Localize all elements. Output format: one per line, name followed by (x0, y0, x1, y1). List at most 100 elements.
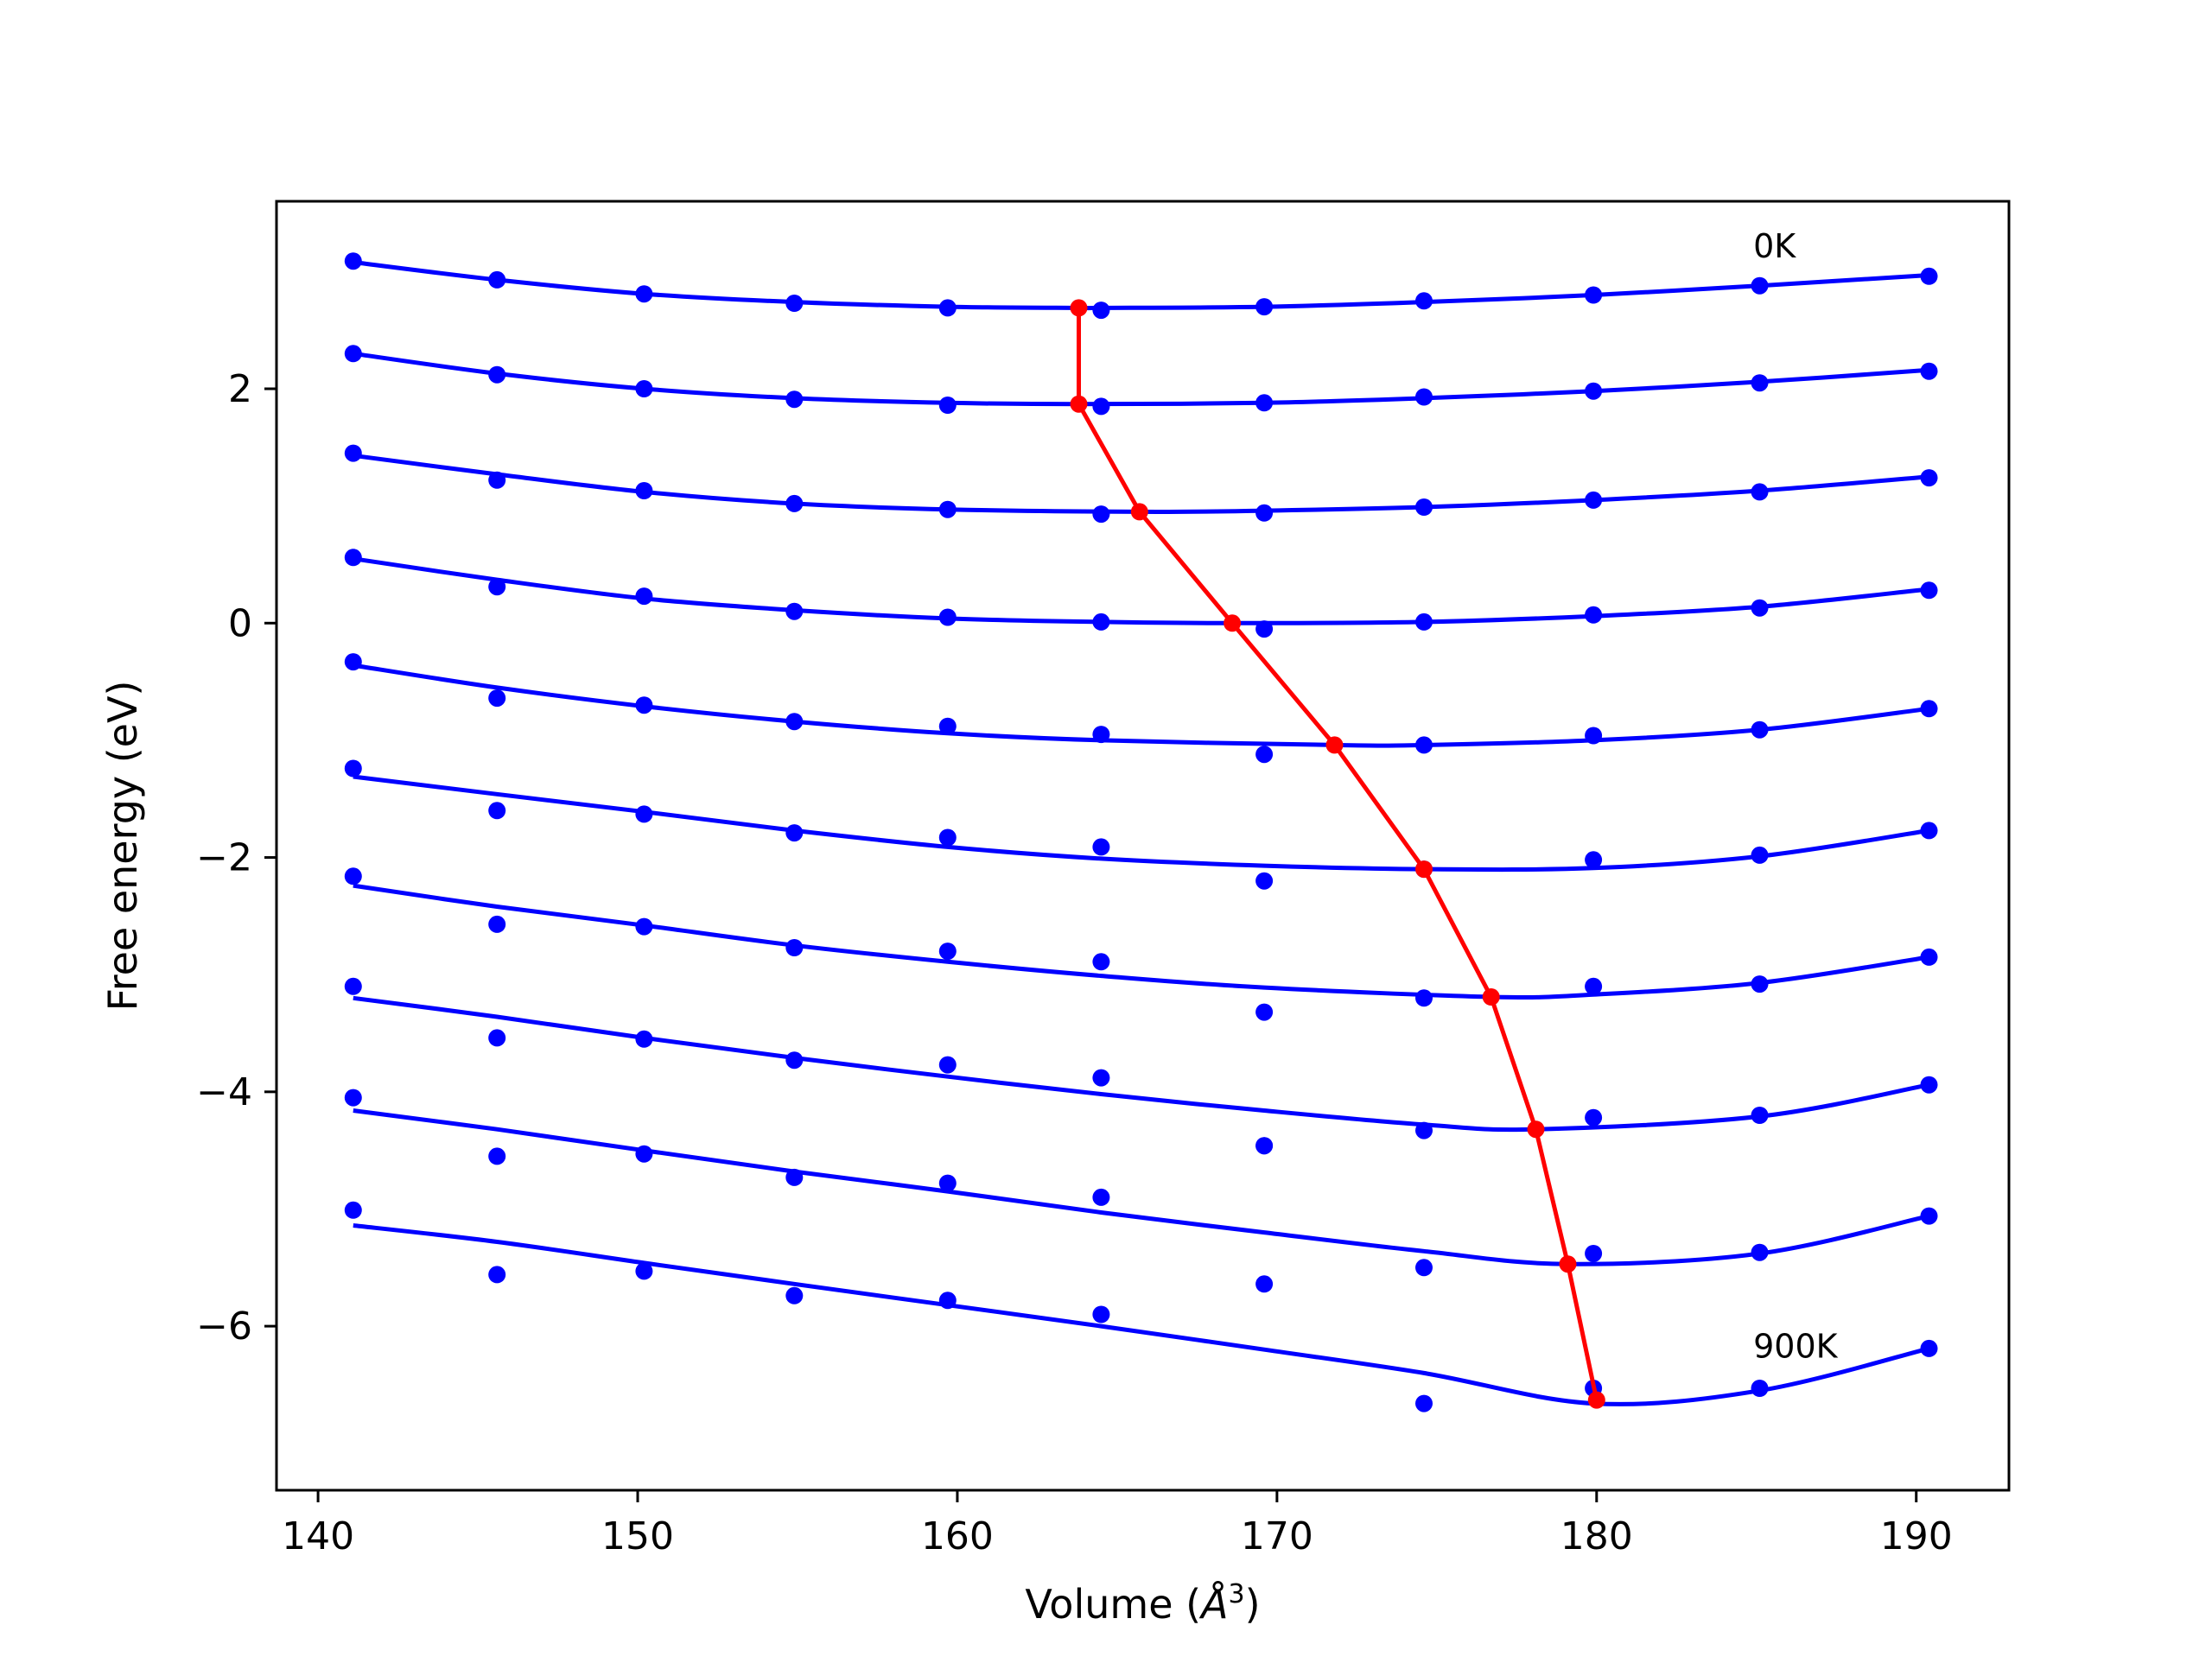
data-point-s7-v3 (785, 1051, 804, 1070)
y-tick-label--4: −4 (196, 1070, 252, 1114)
data-point-s3-v6 (1255, 620, 1274, 638)
data-points-group (344, 252, 1938, 1412)
minimum-point-2 (1130, 503, 1148, 521)
y-tick-label-0: 0 (228, 601, 252, 645)
data-point-s7-v9 (1751, 1107, 1769, 1124)
y-tick-label--2: −2 (196, 836, 252, 880)
fit-curve-9 (353, 1223, 1930, 1406)
minimum-point-8 (1559, 1255, 1577, 1273)
fit-curve-8 (353, 1108, 1930, 1266)
data-point-s8-v1 (488, 1147, 506, 1165)
data-point-s1-v4 (938, 397, 957, 414)
data-point-s4-v4 (938, 717, 957, 735)
data-point-s1-v5 (1092, 397, 1110, 416)
y-tick-label-2: 2 (228, 367, 252, 411)
data-point-s2-v8 (1585, 491, 1603, 509)
data-point-s8-v5 (1092, 1188, 1110, 1206)
x-tick-label-180: 180 (1560, 1514, 1633, 1558)
data-point-s3-v0 (344, 549, 362, 567)
data-point-s7-v4 (938, 1056, 957, 1074)
data-point-s0-v5 (1092, 301, 1110, 320)
data-point-s4-v5 (1092, 726, 1110, 744)
data-point-s2-v9 (1751, 483, 1769, 501)
data-point-s9-v2 (635, 1262, 653, 1280)
x-axis-title-superscript: 3 (1229, 1579, 1245, 1609)
annotation-900k: 900K (1753, 1328, 1839, 1366)
fit-curve-6 (353, 883, 1929, 1000)
data-point-s2-v0 (344, 444, 362, 462)
data-point-s4-v0 (344, 653, 362, 671)
data-point-s2-v2 (635, 482, 653, 499)
data-point-s1-v9 (1751, 374, 1769, 392)
data-point-s5-v1 (488, 802, 506, 820)
data-point-s2-v4 (938, 500, 957, 518)
x-axis-title-text: Volume ( (1025, 1581, 1201, 1628)
fit-curve-0 (353, 260, 1929, 311)
data-point-s7-v0 (344, 977, 362, 995)
data-point-s8-v4 (938, 1174, 957, 1192)
data-point-s3-v9 (1751, 599, 1769, 617)
data-point-s1-v6 (1255, 394, 1274, 412)
data-point-s6-v6 (1255, 1003, 1274, 1021)
data-point-s7-v10 (1920, 1076, 1938, 1094)
data-point-s5-v9 (1751, 846, 1769, 864)
data-point-s2-v6 (1255, 504, 1274, 522)
data-point-s6-v5 (1092, 953, 1110, 971)
data-point-s1-v2 (635, 380, 653, 397)
data-point-s4-v7 (1415, 736, 1433, 754)
data-point-s9-v7 (1415, 1394, 1433, 1412)
data-point-s8-v2 (635, 1145, 653, 1163)
data-point-s4-v2 (635, 696, 653, 714)
x-axis-title-unit: Å (1198, 1581, 1228, 1628)
data-point-s0-v2 (635, 285, 653, 303)
data-point-s9-v5 (1092, 1305, 1110, 1323)
data-point-s4-v6 (1255, 746, 1274, 764)
data-point-s3-v3 (785, 602, 804, 620)
data-point-s2-v10 (1920, 469, 1938, 487)
data-point-s4-v3 (785, 713, 804, 731)
data-point-s7-v7 (1415, 1121, 1433, 1139)
data-point-s1-v10 (1920, 362, 1938, 380)
minimum-point-4 (1325, 736, 1344, 754)
data-point-s6-v4 (938, 943, 957, 961)
data-point-s6-v2 (635, 917, 653, 936)
minimum-point-7 (1527, 1120, 1545, 1139)
data-point-s7-v1 (488, 1029, 506, 1047)
data-point-s0-v3 (785, 295, 804, 312)
data-point-s0-v0 (344, 252, 362, 270)
data-point-s4-v8 (1585, 727, 1603, 745)
x-axis-title-close: ) (1245, 1581, 1261, 1628)
data-point-s2-v3 (785, 494, 804, 512)
y-axis-title: Free energy (eV) (99, 681, 146, 1012)
data-point-s3-v7 (1415, 613, 1433, 631)
data-point-s8-v8 (1585, 1245, 1603, 1262)
minimum-point-3 (1224, 614, 1242, 632)
data-point-s4-v10 (1920, 700, 1938, 718)
data-point-s8-v10 (1920, 1207, 1938, 1225)
data-point-s9-v9 (1751, 1380, 1769, 1397)
data-point-s5-v6 (1255, 872, 1274, 890)
data-point-s1-v0 (344, 345, 362, 363)
minimum-point-0 (1070, 299, 1088, 317)
data-point-s2-v1 (488, 471, 506, 489)
data-point-s9-v10 (1920, 1339, 1938, 1357)
data-point-s0-v4 (938, 299, 957, 317)
data-point-s8-v0 (344, 1089, 362, 1107)
data-point-s6-v8 (1585, 977, 1603, 995)
annotations-group: 0K 900K (1753, 227, 1839, 1366)
data-point-s2-v7 (1415, 498, 1433, 516)
minimum-point-1 (1070, 395, 1088, 413)
data-point-s9-v0 (344, 1201, 362, 1219)
minimum-point-9 (1587, 1391, 1605, 1409)
x-tick-label-170: 170 (1241, 1514, 1313, 1558)
data-point-s3-v10 (1920, 581, 1938, 600)
data-point-s1-v7 (1415, 388, 1433, 406)
data-point-s3-v5 (1092, 613, 1110, 631)
data-point-s9-v3 (785, 1286, 804, 1304)
minimum-point-6 (1482, 988, 1500, 1006)
data-point-s5-v2 (635, 805, 653, 823)
minimum-point-5 (1415, 860, 1433, 879)
axes-frame-group (275, 200, 2011, 1492)
data-point-s9-v4 (938, 1292, 957, 1310)
